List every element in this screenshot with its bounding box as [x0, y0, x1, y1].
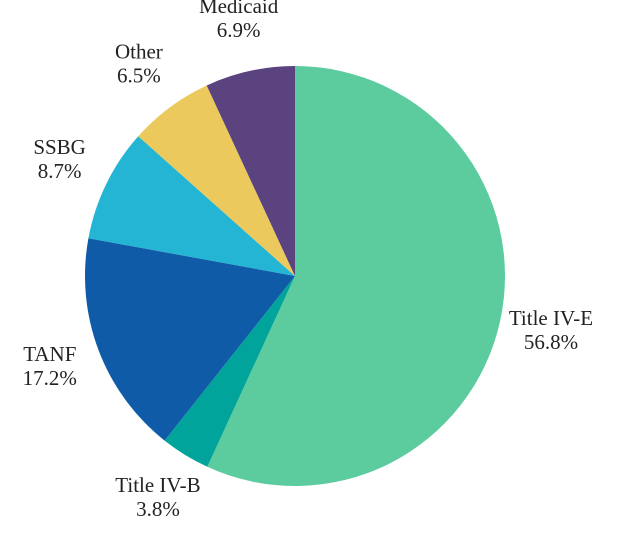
pie-slice: [88, 136, 295, 276]
slice-label: Title IV-B: [115, 473, 200, 497]
slice-value: 56.8%: [524, 330, 578, 354]
slice-label: Other: [115, 39, 163, 63]
slice-value: 6.9%: [217, 18, 261, 42]
slice-label: SSBG: [33, 135, 86, 159]
pie-slice: [207, 66, 506, 486]
slice-value: 8.7%: [38, 159, 82, 183]
pie-slice: [85, 238, 295, 441]
slice-label: Medicaid: [199, 0, 279, 18]
pie-slice: [206, 66, 295, 276]
slice-label: Title IV-E: [509, 306, 593, 330]
pie-slice: [138, 85, 295, 276]
slice-value: 17.2%: [23, 366, 77, 390]
slice-value: 6.5%: [117, 63, 161, 87]
slice-label: TANF: [23, 342, 76, 366]
pie-slice: [164, 276, 295, 467]
slice-value: 3.8%: [136, 497, 180, 521]
